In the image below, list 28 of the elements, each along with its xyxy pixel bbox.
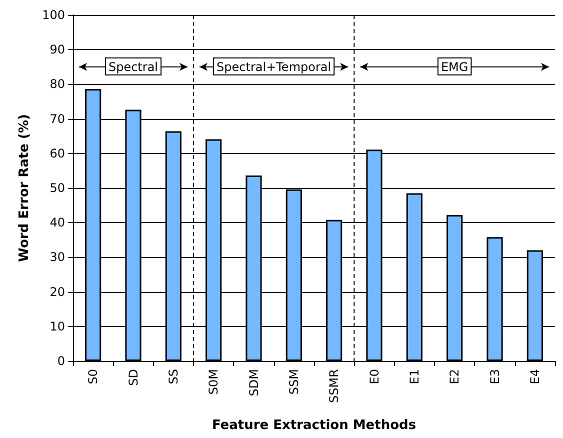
y-tick-label: 0 — [57, 354, 65, 368]
annotation: EMG — [440, 60, 468, 74]
x-tick-label: SDM — [246, 369, 261, 396]
x-tick-label: S0 — [86, 369, 100, 384]
x-axis-title: Feature Extraction Methods — [212, 418, 416, 433]
x-tick-label: E0 — [367, 369, 382, 384]
y-tick-label: 70 — [50, 112, 65, 126]
y-tick-label: 80 — [50, 77, 65, 92]
annotation: Spectral+Temporal — [216, 60, 332, 74]
y-axis-title: Word Error Rate (%) — [17, 114, 32, 262]
x-tick-label: E2 — [448, 369, 462, 384]
x-tick-label: SSM — [286, 369, 301, 395]
x-tick-label: E1 — [407, 369, 422, 384]
x-tick-label: SSMR — [327, 369, 342, 403]
x-tick-label: E4 — [528, 369, 542, 384]
y-tick-label: 60 — [50, 146, 65, 160]
x-tick-label: SS — [166, 369, 180, 384]
x-tick-label: SD — [126, 369, 140, 386]
y-tick-label: 100 — [42, 8, 65, 22]
y-tick-label: 10 — [50, 319, 65, 334]
x-tick-label: E3 — [488, 369, 502, 384]
y-tick-label: 50 — [50, 181, 65, 195]
annotation: Spectral — [108, 60, 158, 74]
y-tick-label: 30 — [50, 250, 65, 264]
y-tick-label: 20 — [50, 284, 65, 299]
x-tick-label: S0M — [206, 369, 221, 395]
y-tick-label: 40 — [50, 216, 65, 230]
y-tick-label: 90 — [50, 42, 65, 57]
